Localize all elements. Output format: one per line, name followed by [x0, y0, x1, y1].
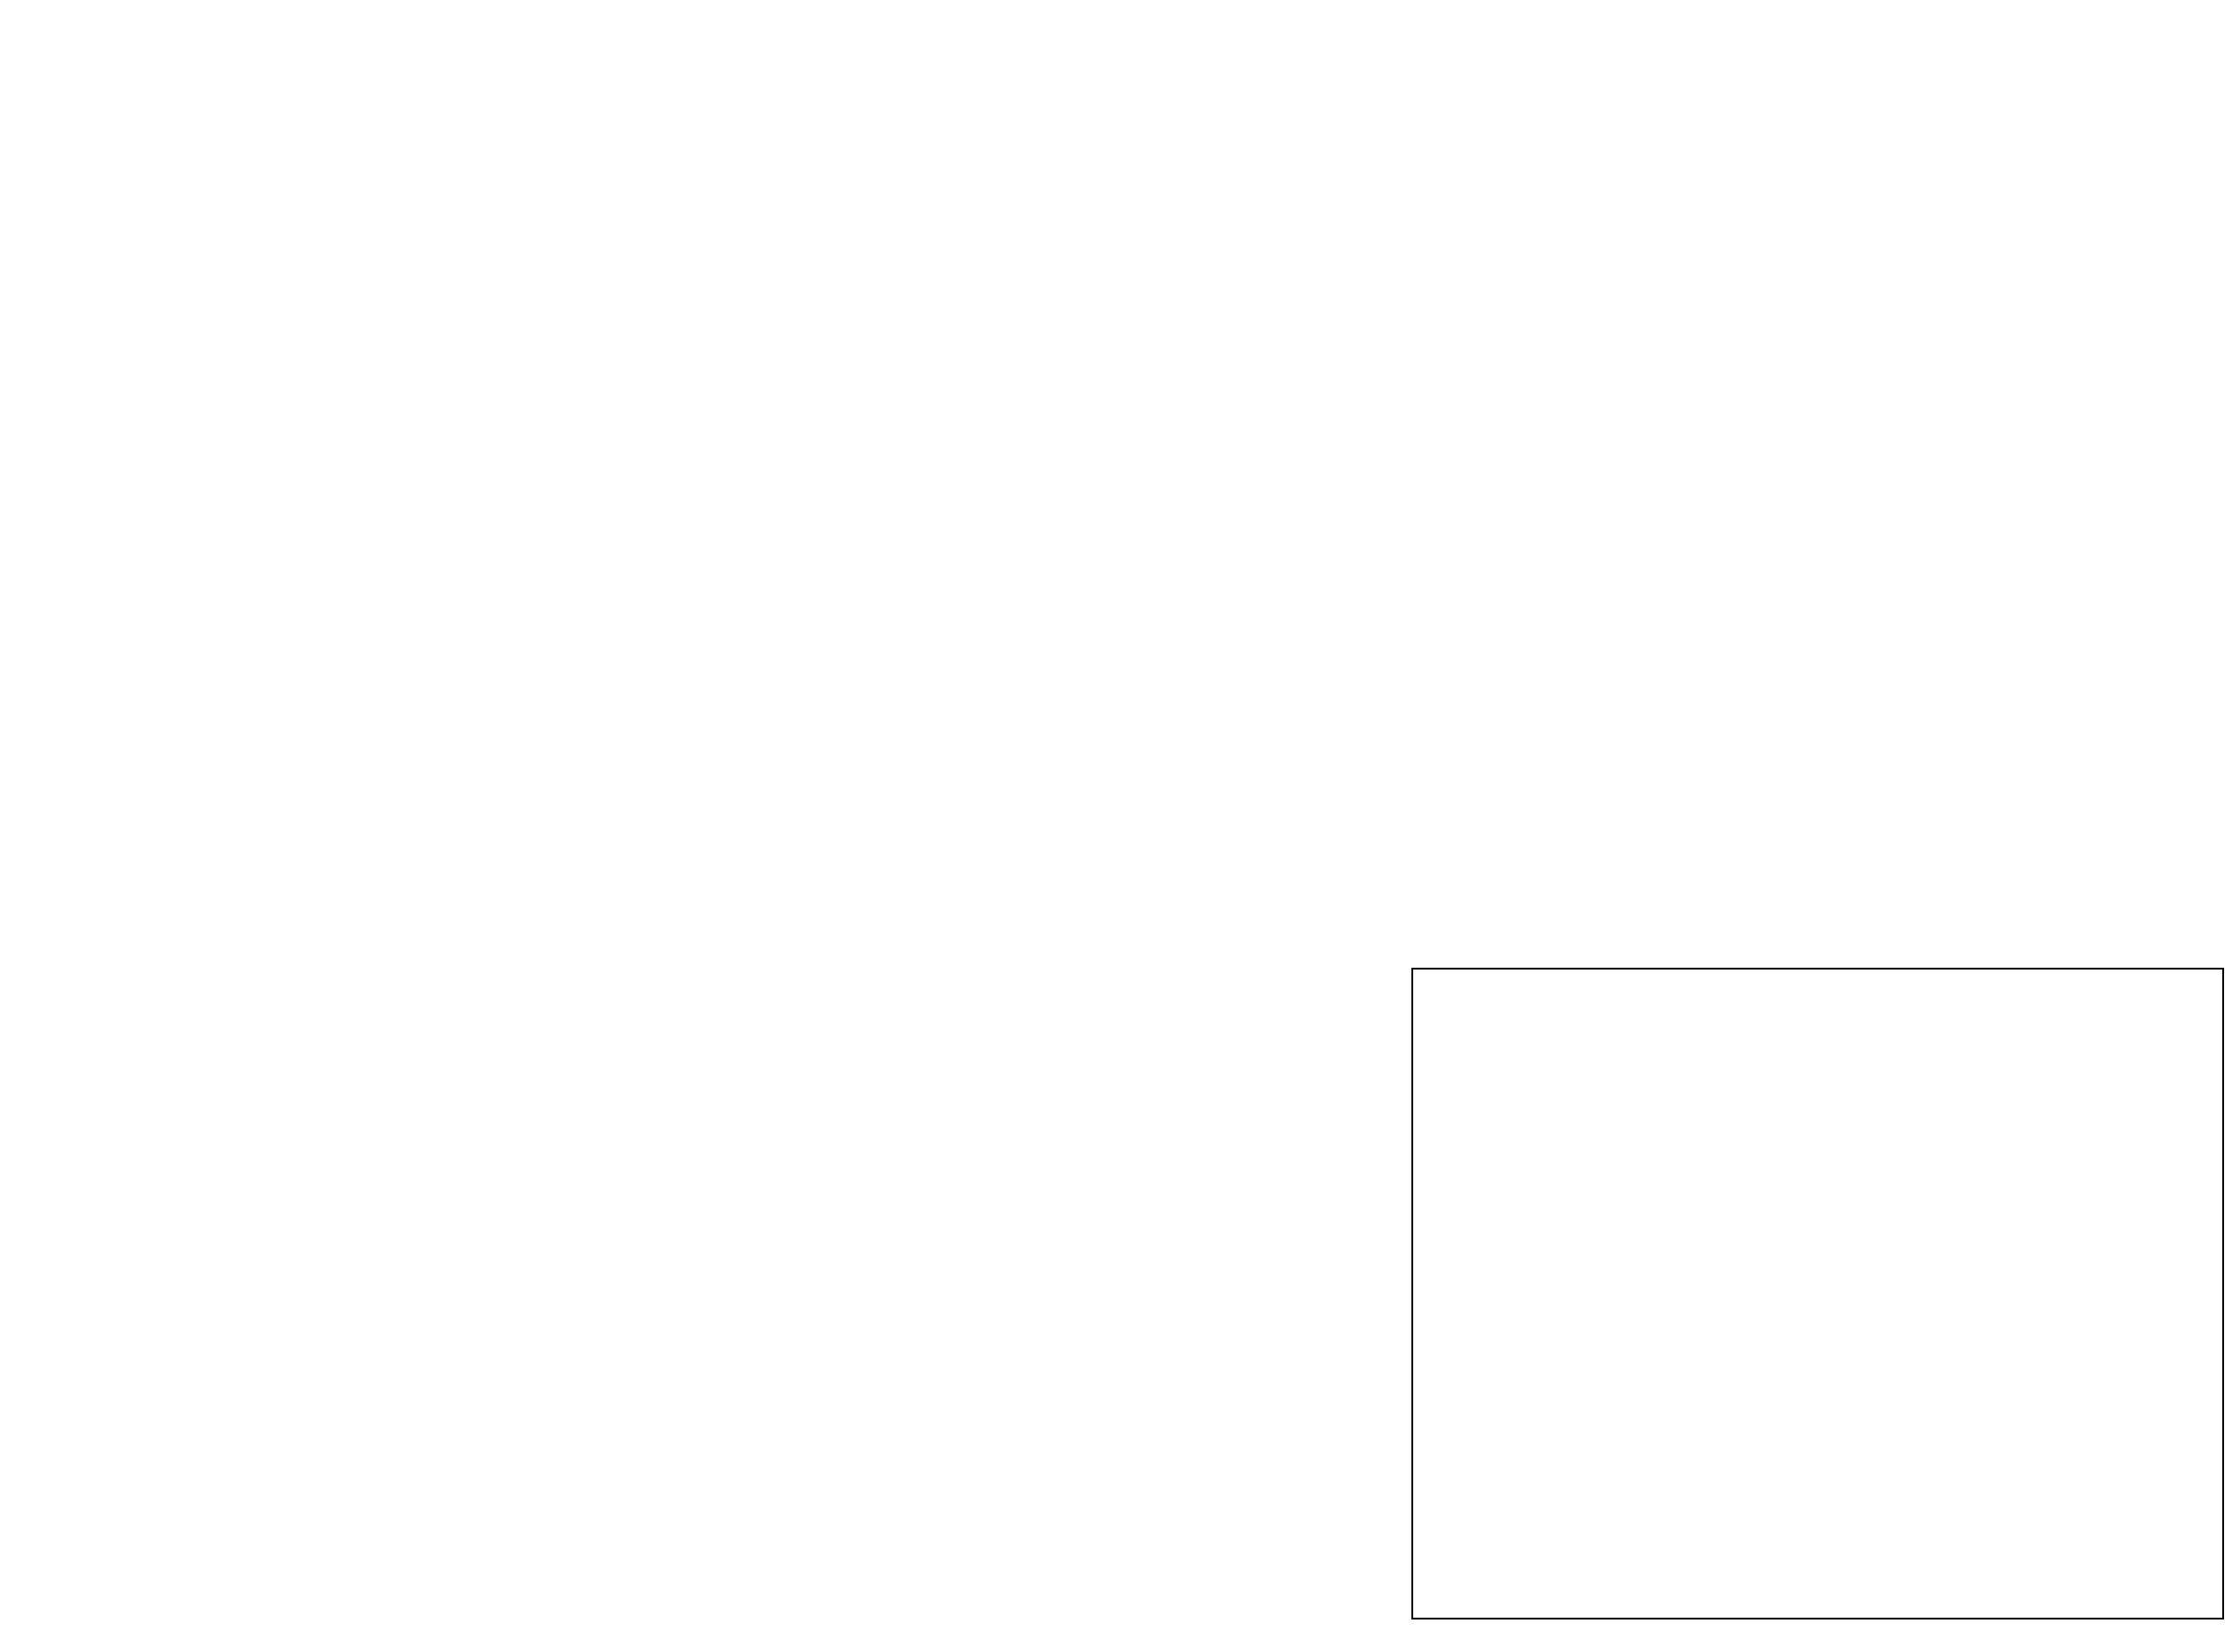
indices-panel	[1411, 968, 2224, 1620]
hodograph	[1413, 81, 2234, 930]
skewt-chart	[0, 63, 1409, 1616]
